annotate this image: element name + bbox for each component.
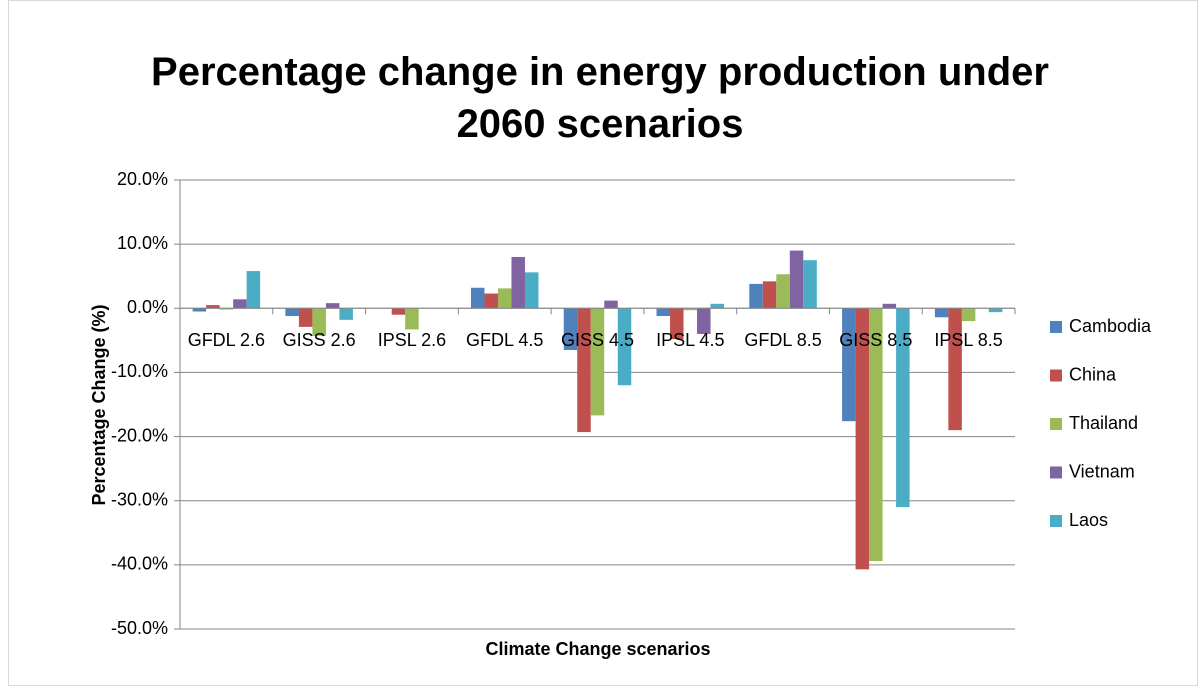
x-tick-label: GFDL 2.6 [188, 330, 265, 350]
bar [803, 260, 817, 309]
bar [206, 305, 220, 309]
x-tick-label: IPSL 8.5 [934, 330, 1002, 350]
legend-swatch [1050, 515, 1062, 527]
bar [285, 308, 299, 316]
bar [246, 271, 261, 309]
y-tick-label: -10.0% [111, 361, 168, 381]
bar [233, 299, 247, 309]
bar [988, 308, 1003, 313]
bar [855, 308, 870, 570]
x-tick-label: GISS 8.5 [839, 330, 912, 350]
legend-swatch [1050, 466, 1062, 479]
bar [470, 287, 485, 309]
x-tick-label: GFDL 8.5 [744, 330, 821, 350]
bar [882, 303, 897, 309]
legend-swatch [1050, 369, 1062, 382]
bar [192, 308, 207, 312]
bar [656, 308, 671, 316]
bar [511, 256, 525, 309]
bar [896, 308, 910, 508]
x-axis-title: Climate Change scenarios [485, 639, 710, 659]
bar [710, 303, 725, 309]
bar [762, 281, 777, 309]
legend-label: Cambodia [1069, 316, 1152, 336]
x-tick-label: GFDL 4.5 [466, 330, 543, 350]
bar [484, 293, 498, 309]
legend-label: China [1069, 364, 1117, 384]
x-tick-label: IPSL 4.5 [656, 330, 724, 350]
bar [670, 308, 684, 340]
legend-swatch [1050, 321, 1062, 333]
y-tick-label: -50.0% [111, 618, 168, 638]
chart-frame [8, 0, 1198, 686]
bar [590, 308, 605, 416]
legend-label: Thailand [1069, 413, 1138, 433]
y-tick-label: 0.0% [127, 297, 168, 317]
bar [219, 308, 234, 310]
y-tick-label: -20.0% [111, 425, 168, 445]
chart-title: Percentage change in energy production u… [151, 50, 1049, 146]
legend-label: Vietnam [1069, 461, 1135, 481]
x-tick-label: GISS 4.5 [561, 330, 634, 350]
bar [961, 308, 976, 322]
bar [325, 303, 340, 309]
bar [577, 308, 591, 433]
x-tick-label: GISS 2.6 [283, 330, 356, 350]
y-axis-title: Percentage Change (%) [89, 304, 109, 505]
y-tick-label: 10.0% [117, 233, 168, 253]
bar [563, 308, 578, 350]
bar [617, 308, 632, 386]
bar [391, 308, 406, 315]
bar [842, 308, 856, 422]
bar [697, 308, 711, 334]
y-tick-label: -30.0% [111, 489, 168, 509]
legend-swatch [1050, 418, 1062, 430]
bar [776, 274, 790, 309]
bar [497, 288, 512, 309]
bar [869, 308, 883, 562]
x-tick-label: IPSL 2.6 [378, 330, 446, 350]
bar [312, 308, 326, 336]
bar [298, 308, 313, 327]
bar [339, 308, 353, 320]
bar [789, 250, 804, 309]
legend-label: Laos [1069, 510, 1108, 530]
y-tick-label: -40.0% [111, 554, 168, 574]
bar [934, 308, 949, 318]
bar [948, 308, 962, 431]
bar [604, 300, 618, 309]
bar [683, 308, 698, 311]
bar [749, 283, 763, 309]
y-tick-label: 20.0% [117, 169, 168, 189]
bar [524, 272, 539, 309]
bar [405, 308, 419, 330]
